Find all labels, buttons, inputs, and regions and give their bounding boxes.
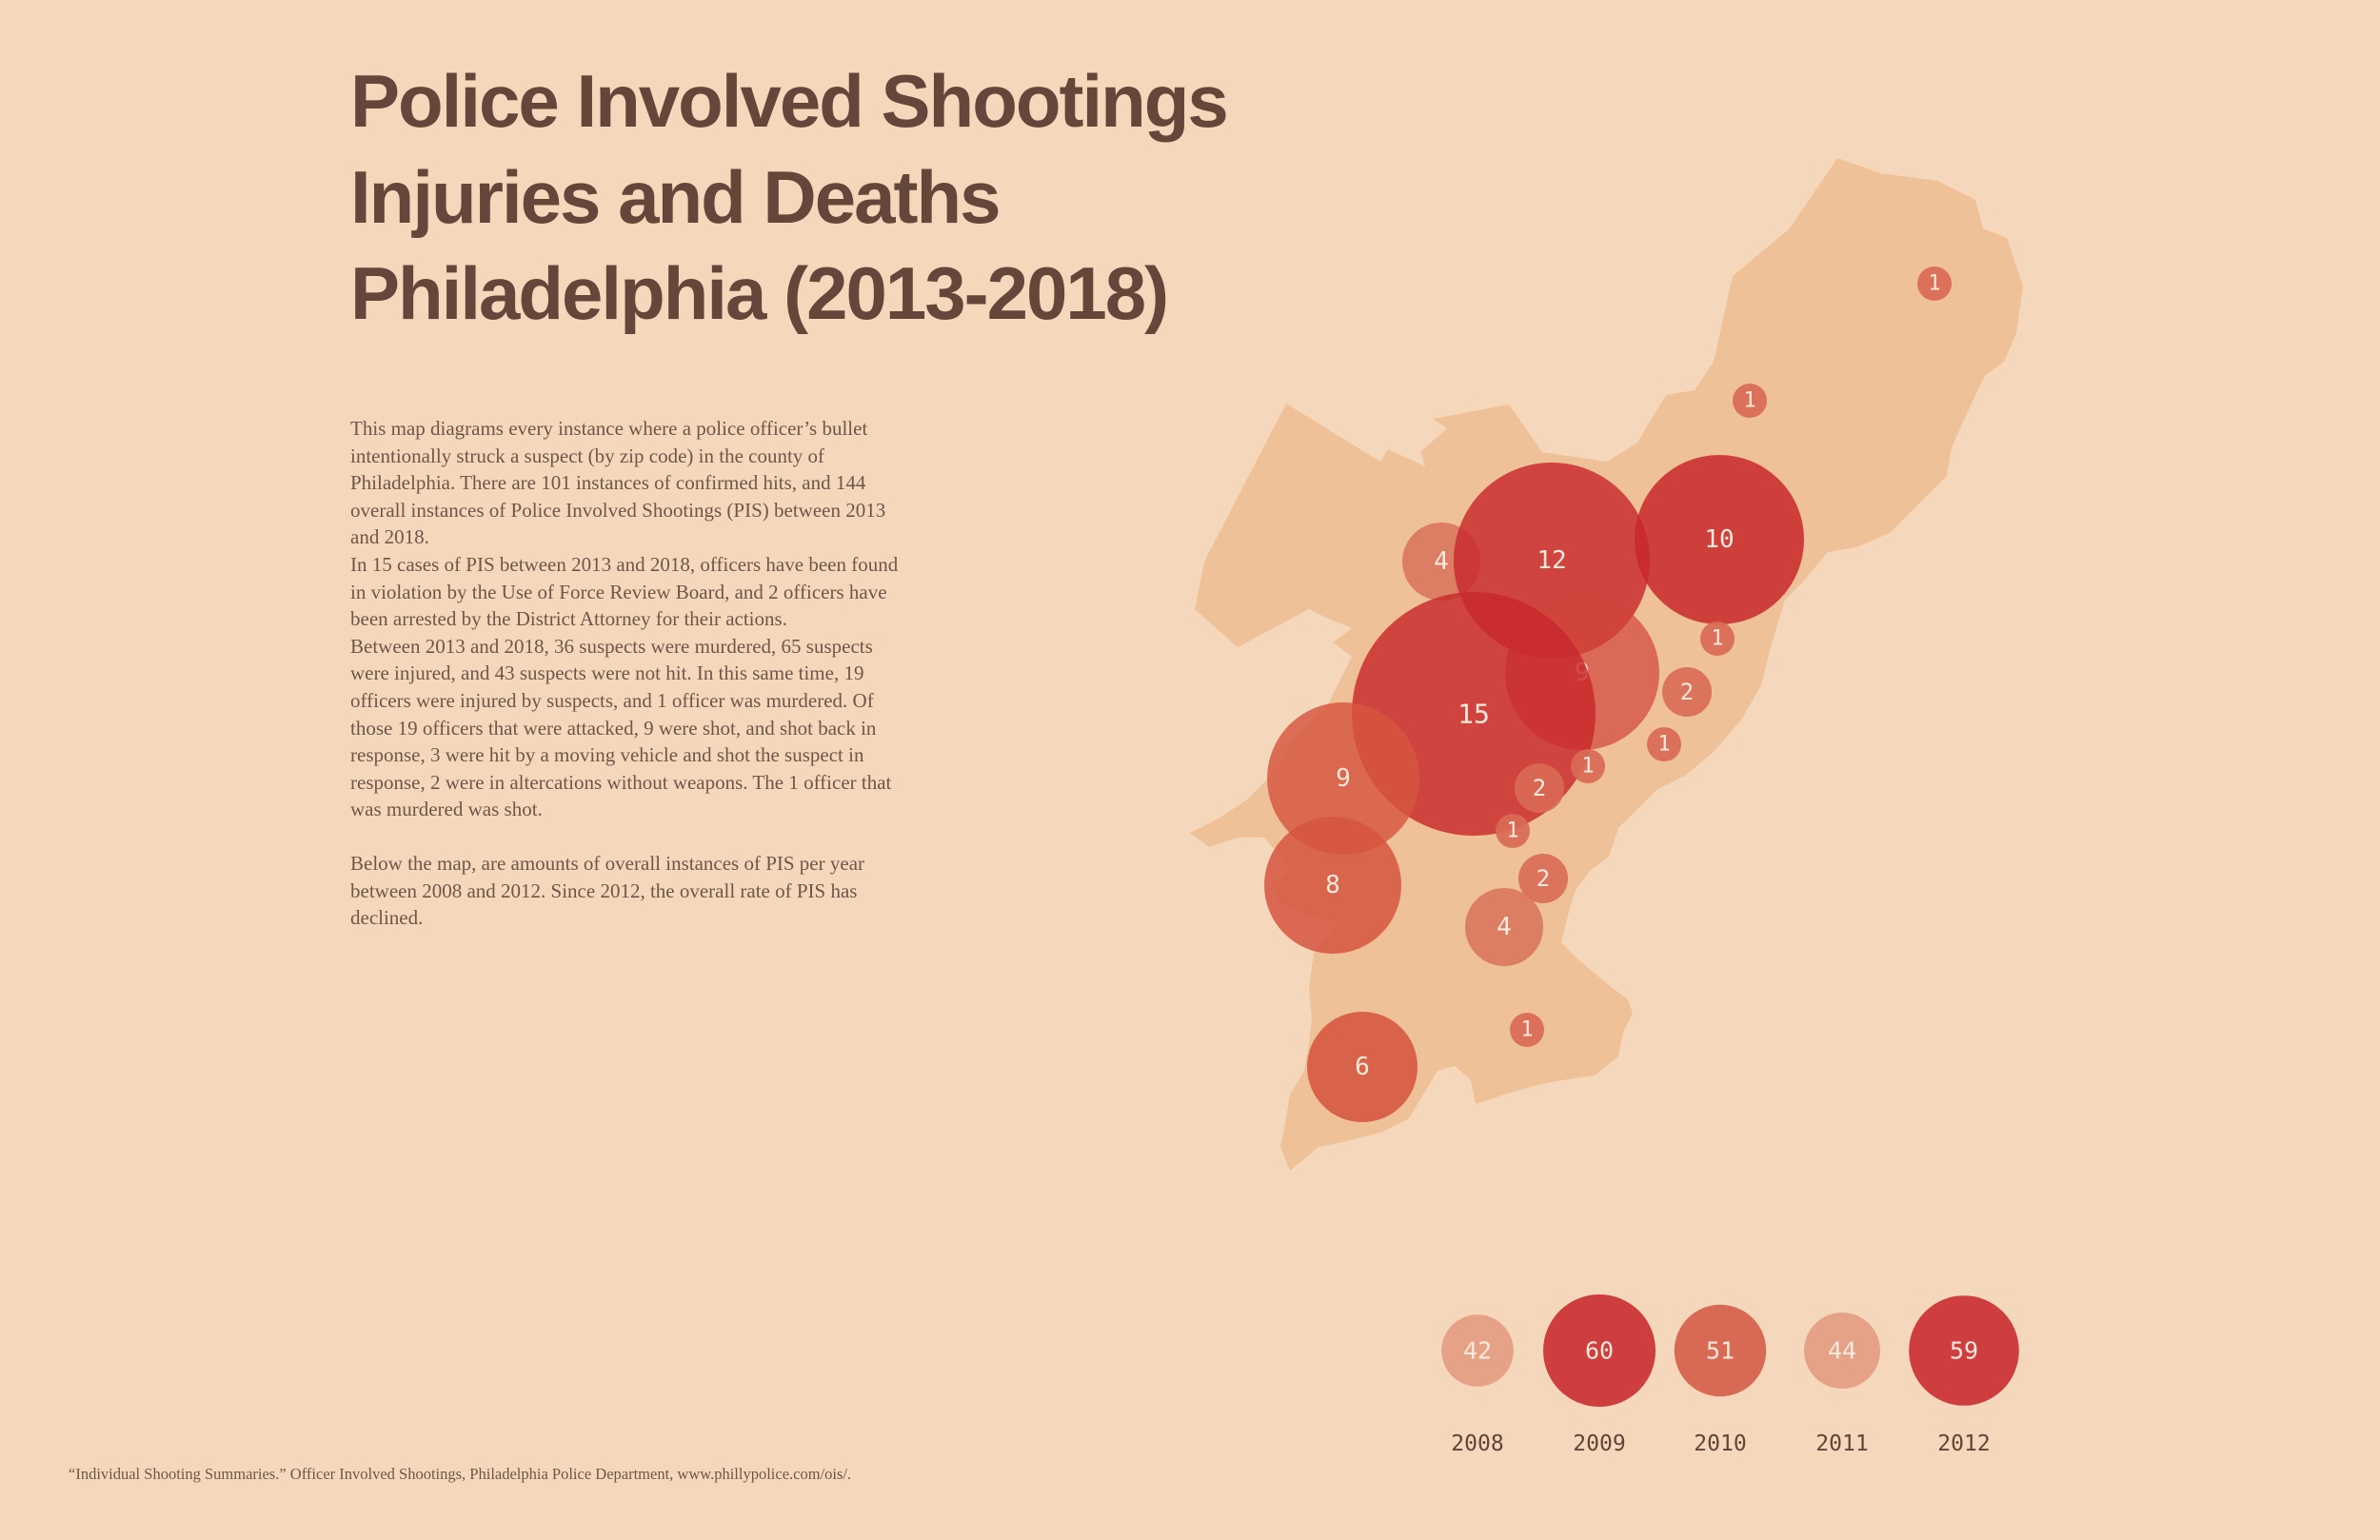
year-bubble-2012: 59 2012 (1909, 1295, 2019, 1456)
map-bubble-circle (1307, 1012, 1418, 1122)
map-bubble-circle (1515, 763, 1564, 813)
map-bubble-circle (1267, 702, 1419, 855)
map-bubble-label: 2 (1537, 865, 1550, 892)
map-bubble-circle (1917, 267, 1952, 301)
map-bubble-label: 1 (1506, 819, 1518, 843)
map-bubble-circle (1518, 854, 1568, 903)
year-bubble-value: 42 (1463, 1337, 1492, 1365)
map-bubble: 1 (1733, 384, 1767, 418)
description-paragraph-3: Between 2013 and 2018, 36 suspects were … (350, 634, 892, 821)
page-title: Police Involved Shootings Injuries and D… (350, 53, 1302, 342)
map-bubble: 1 (1571, 749, 1605, 783)
map-bubble-label: 2 (1533, 775, 1546, 801)
yearly-pis-bubbles: 42 2008 60 2009 51 2010 44 2011 59 2012 (1441, 1294, 2019, 1456)
title-line-1: Police Involved Shootings (350, 59, 1229, 143)
year-label: 2010 (1694, 1431, 1746, 1456)
year-bubble-2009: 60 2009 (1543, 1294, 1656, 1456)
description: This map diagrams every instance where a… (350, 415, 902, 932)
map-bubble: 6 (1307, 1012, 1418, 1122)
year-label: 2008 (1451, 1431, 1503, 1456)
map-bubble-circle (1465, 888, 1543, 966)
year-bubble-value: 59 (1950, 1337, 1978, 1365)
year-bubble-circle (1441, 1314, 1514, 1387)
map-bubble-circle (1571, 749, 1605, 783)
map-bubble-label: 4 (1434, 547, 1449, 576)
year-label: 2009 (1573, 1431, 1625, 1456)
year-label: 2011 (1815, 1431, 1868, 1456)
map-bubble-circle (1700, 622, 1735, 656)
map-bubble-label: 4 (1497, 913, 1512, 941)
title-line-2: Injuries and Deaths (350, 155, 1002, 239)
description-paragraph-4: Below the map, are amounts of overall in… (350, 851, 865, 930)
map-bubble-circle (1264, 817, 1401, 954)
map-bubble-circle (1496, 814, 1530, 848)
map-bubble-label: 15 (1458, 699, 1490, 730)
year-bubble-value: 51 (1706, 1337, 1735, 1365)
map-bubble-label: 1 (1928, 272, 1940, 296)
year-bubble-2011: 44 2011 (1804, 1313, 1880, 1456)
map-bubble: 2 (1515, 763, 1564, 813)
map-bubble-label: 1 (1581, 755, 1594, 779)
map-bubble: 9 (1267, 702, 1419, 855)
map-bubble-circle (1662, 667, 1712, 717)
year-bubble-value: 44 (1828, 1337, 1856, 1365)
year-bubble-circle (1543, 1294, 1656, 1407)
map-bubble-circle (1510, 1013, 1544, 1047)
map-bubble-label: 1 (1711, 627, 1723, 651)
map-bubble: 8 (1264, 817, 1401, 954)
year-bubble-2008: 42 2008 (1441, 1314, 1514, 1456)
description-paragraph-1: This map diagrams every instance where a… (350, 417, 886, 549)
year-label: 2012 (1937, 1431, 1990, 1456)
map-bubble: 1 (1647, 727, 1681, 761)
map-bubble-label: 10 (1704, 525, 1734, 554)
map-bubble: 2 (1518, 854, 1568, 903)
description-paragraph-2: In 15 cases of PIS between 2013 and 2018… (350, 552, 899, 631)
map-bubble: 1 (1700, 622, 1735, 656)
map-bubble-label: 1 (1743, 389, 1755, 413)
map-bubble-label: 12 (1537, 546, 1566, 575)
map-bubble-label: 9 (1336, 764, 1351, 793)
map-bubble-circle (1647, 727, 1681, 761)
year-bubble-2010: 51 2010 (1674, 1304, 1767, 1456)
map-bubble: 2 (1662, 667, 1712, 717)
map-bubble: 1 (1496, 814, 1530, 848)
map-bubble: 10 (1635, 455, 1804, 624)
map-bubble-label: 1 (1520, 1018, 1533, 1042)
map-bubble-circle (1733, 384, 1767, 418)
title-line-3: Philadelphia (2013-2018) (350, 251, 1169, 335)
year-bubble-circle (1804, 1313, 1880, 1389)
map-bubble-label: 2 (1680, 679, 1694, 705)
map-bubble-label: 6 (1355, 1053, 1370, 1081)
map-bubble-circle (1635, 455, 1804, 624)
year-bubble-circle (1674, 1304, 1767, 1397)
year-bubble-circle (1909, 1295, 2019, 1406)
year-bubble-value: 60 (1585, 1337, 1614, 1365)
map-bubble-label: 1 (1657, 733, 1670, 757)
map-bubbles: 1141210192151192128416 (1264, 267, 1952, 1122)
map-bubble-label: 8 (1325, 871, 1340, 899)
map-bubble: 1 (1917, 267, 1952, 301)
map-bubble: 4 (1465, 888, 1543, 966)
map-bubble: 1 (1510, 1013, 1544, 1047)
source-citation: “Individual Shooting Summaries.” Officer… (69, 1465, 852, 1483)
